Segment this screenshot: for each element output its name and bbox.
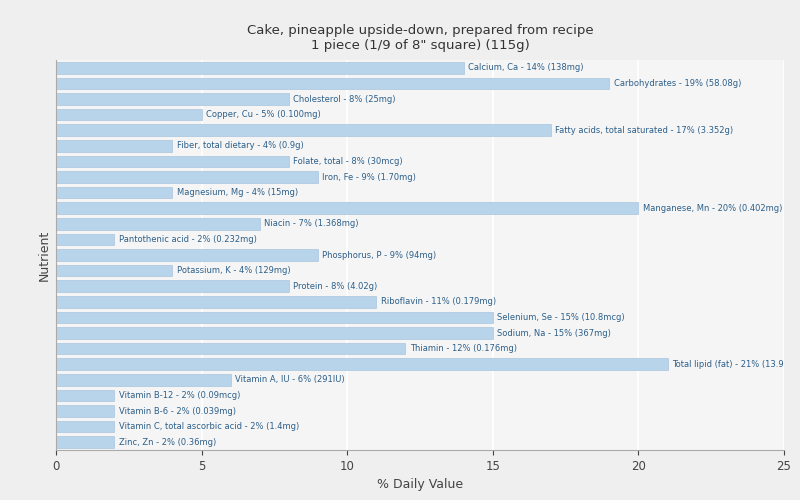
- Bar: [56, 343, 406, 354]
- Bar: [56, 327, 493, 339]
- Bar: [56, 374, 230, 386]
- Text: Riboflavin - 11% (0.179mg): Riboflavin - 11% (0.179mg): [381, 298, 496, 306]
- Bar: [56, 249, 318, 261]
- Text: Fatty acids, total saturated - 17% (3.352g): Fatty acids, total saturated - 17% (3.35…: [555, 126, 734, 134]
- Text: Phosphorus, P - 9% (94mg): Phosphorus, P - 9% (94mg): [322, 250, 437, 260]
- Bar: [56, 171, 318, 183]
- Text: Folate, total - 8% (30mcg): Folate, total - 8% (30mcg): [294, 157, 403, 166]
- Text: Total lipid (fat) - 21% (13.92g): Total lipid (fat) - 21% (13.92g): [672, 360, 798, 368]
- Bar: [56, 202, 638, 214]
- Bar: [56, 265, 173, 276]
- Text: Vitamin B-6 - 2% (0.039mg): Vitamin B-6 - 2% (0.039mg): [118, 406, 236, 416]
- Text: Vitamin C, total ascorbic acid - 2% (1.4mg): Vitamin C, total ascorbic acid - 2% (1.4…: [118, 422, 299, 431]
- Text: Cholesterol - 8% (25mg): Cholesterol - 8% (25mg): [294, 94, 396, 104]
- Bar: [56, 218, 260, 230]
- Bar: [56, 62, 464, 74]
- Text: Carbohydrates - 19% (58.08g): Carbohydrates - 19% (58.08g): [614, 79, 741, 88]
- Bar: [56, 78, 610, 89]
- Text: Manganese, Mn - 20% (0.402mg): Manganese, Mn - 20% (0.402mg): [642, 204, 782, 212]
- Bar: [56, 140, 173, 151]
- Text: Iron, Fe - 9% (1.70mg): Iron, Fe - 9% (1.70mg): [322, 172, 416, 182]
- X-axis label: % Daily Value: % Daily Value: [377, 478, 463, 492]
- Bar: [56, 405, 114, 417]
- Text: Fiber, total dietary - 4% (0.9g): Fiber, total dietary - 4% (0.9g): [177, 142, 303, 150]
- Bar: [56, 390, 114, 401]
- Bar: [56, 280, 289, 292]
- Text: Calcium, Ca - 14% (138mg): Calcium, Ca - 14% (138mg): [468, 64, 583, 72]
- Text: Zinc, Zn - 2% (0.36mg): Zinc, Zn - 2% (0.36mg): [118, 438, 216, 446]
- Text: Magnesium, Mg - 4% (15mg): Magnesium, Mg - 4% (15mg): [177, 188, 298, 197]
- Text: Copper, Cu - 5% (0.100mg): Copper, Cu - 5% (0.100mg): [206, 110, 321, 119]
- Bar: [56, 358, 667, 370]
- Text: Selenium, Se - 15% (10.8mcg): Selenium, Se - 15% (10.8mcg): [497, 313, 625, 322]
- Bar: [56, 109, 202, 120]
- Bar: [56, 187, 173, 198]
- Y-axis label: Nutrient: Nutrient: [38, 230, 50, 280]
- Text: Niacin - 7% (1.368mg): Niacin - 7% (1.368mg): [264, 220, 358, 228]
- Title: Cake, pineapple upside-down, prepared from recipe
1 piece (1/9 of 8" square) (11: Cake, pineapple upside-down, prepared fr…: [246, 24, 594, 52]
- Text: Protein - 8% (4.02g): Protein - 8% (4.02g): [294, 282, 378, 290]
- Bar: [56, 234, 114, 245]
- Text: Vitamin A, IU - 6% (291IU): Vitamin A, IU - 6% (291IU): [235, 376, 345, 384]
- Bar: [56, 124, 551, 136]
- Bar: [56, 312, 493, 324]
- Text: Sodium, Na - 15% (367mg): Sodium, Na - 15% (367mg): [497, 328, 611, 338]
- Bar: [56, 421, 114, 432]
- Bar: [56, 436, 114, 448]
- Text: Vitamin B-12 - 2% (0.09mcg): Vitamin B-12 - 2% (0.09mcg): [118, 391, 240, 400]
- Bar: [56, 156, 289, 167]
- Bar: [56, 93, 289, 105]
- Bar: [56, 296, 376, 308]
- Text: Thiamin - 12% (0.176mg): Thiamin - 12% (0.176mg): [410, 344, 517, 353]
- Text: Potassium, K - 4% (129mg): Potassium, K - 4% (129mg): [177, 266, 290, 275]
- Text: Pantothenic acid - 2% (0.232mg): Pantothenic acid - 2% (0.232mg): [118, 235, 257, 244]
